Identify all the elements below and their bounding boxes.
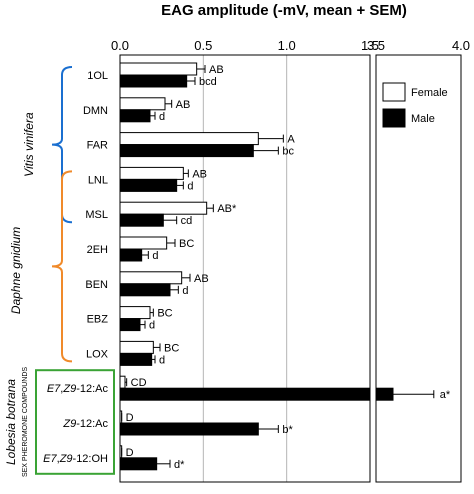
sig-label-male: d — [159, 111, 165, 123]
group-label-vitis: Vitis vinifera — [22, 112, 36, 177]
bar-female — [119, 132, 259, 146]
sig-label-female: A — [287, 134, 295, 146]
bar-female — [119, 62, 198, 76]
sig-label-female: BC — [179, 238, 194, 250]
category-label: LNL — [88, 174, 108, 186]
bar-female — [119, 340, 154, 354]
sig-label-male: a* — [440, 389, 451, 401]
category-label: E7,Z9-12:OH — [43, 453, 108, 465]
bar-female — [119, 375, 126, 389]
bar-female — [119, 236, 168, 250]
bar-female — [119, 166, 184, 180]
sig-label-female: AB* — [217, 203, 237, 215]
legend-swatch-male — [382, 108, 406, 128]
sig-label-male: d — [159, 354, 165, 366]
x-tick-label-right: 4.0 — [452, 38, 470, 53]
sig-label-female: BC — [164, 342, 179, 354]
category-label: MSL — [85, 209, 108, 221]
bar-male-continued — [375, 387, 394, 401]
category-label: FAR — [87, 140, 108, 152]
bar-female — [119, 201, 208, 215]
x-tick-label-right: 3.5 — [367, 38, 385, 53]
sig-label-female: AB — [209, 64, 224, 76]
group-box-lobesia — [35, 369, 115, 475]
x-tick-label: 1.5 — [361, 38, 379, 53]
sig-label-female: AB — [194, 273, 209, 285]
category-label: Z9-12:Ac — [62, 418, 108, 430]
category-label: E7,Z9-12:Ac — [47, 383, 109, 395]
plot-area-left — [119, 54, 371, 483]
bar-male — [119, 352, 153, 366]
sig-label-male: bcd — [199, 76, 217, 88]
sig-label-male: d* — [174, 459, 185, 471]
bar-male — [119, 213, 164, 227]
sig-label-female: D — [126, 412, 134, 424]
sig-label-male: b* — [282, 424, 293, 436]
legend-label-male: Male — [411, 113, 435, 125]
legend-swatch-female — [382, 82, 406, 102]
sig-label-male: bc — [282, 146, 294, 158]
sig-label-female: BC — [157, 308, 172, 320]
bar-male — [119, 457, 158, 471]
bar-male — [119, 109, 151, 123]
category-label: BEN — [85, 279, 108, 291]
bar-male — [119, 283, 171, 297]
bar-male — [119, 178, 178, 192]
x-tick-label: 1.0 — [278, 38, 296, 53]
x-tick-label: 0.5 — [194, 38, 212, 53]
sig-label-female: AB — [176, 99, 191, 111]
category-label: 1OL — [87, 70, 108, 82]
sig-label-female: CD — [131, 377, 147, 389]
bar-male — [119, 74, 188, 88]
bar-male — [119, 144, 254, 158]
sig-label-male: cd — [181, 215, 193, 227]
category-label: LOX — [86, 348, 109, 360]
bar-male — [119, 422, 259, 436]
group-bracket-daphne — [51, 170, 73, 363]
bar-male — [119, 387, 371, 401]
group-sublabel-lobesia: SEX PHEROMONE COMPOUNDS — [22, 367, 29, 477]
legend-label-female: Female — [411, 87, 448, 99]
sig-label-male: d — [152, 250, 158, 262]
category-label: 2EH — [87, 244, 108, 256]
chart-title: EAG amplitude (-mV, mean + SEM) — [161, 2, 407, 19]
plot-area-right — [375, 54, 462, 483]
sig-label-female: AB — [192, 168, 207, 180]
group-label-lobesia: Lobesia botrana — [4, 379, 18, 465]
bar-male — [119, 318, 141, 332]
group-label-daphne: Daphne gnidium — [9, 227, 23, 314]
sig-label-female: D — [126, 447, 134, 459]
sig-label-male: d — [187, 180, 193, 192]
sig-label-male: d — [182, 285, 188, 297]
bar-female — [119, 306, 151, 320]
x-tick-label: 0.0 — [111, 38, 129, 53]
sig-label-male: d — [149, 320, 155, 332]
category-label: DMN — [83, 105, 108, 117]
bar-female — [119, 271, 183, 285]
bar-female — [119, 97, 166, 111]
category-label: EBZ — [87, 314, 109, 326]
bar-male — [119, 248, 143, 262]
